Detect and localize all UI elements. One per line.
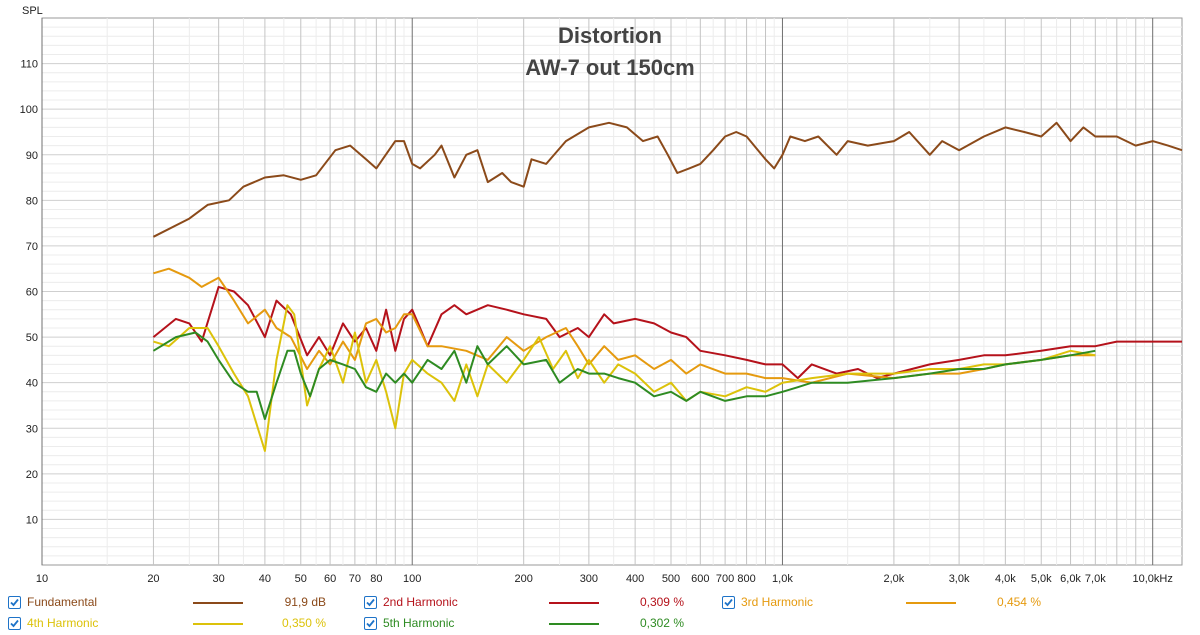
x-tick-label: 7,0k [1085,573,1106,585]
x-tick-label: 10,0kHz [1133,573,1173,585]
x-tick-label: 3,0k [949,573,970,585]
x-tick-label: 2,0k [884,573,905,585]
x-tick-label: 400 [626,573,644,585]
legend-label: Fundamental [27,595,98,609]
checkbox-checked-icon[interactable] [8,616,21,630]
legend-value: 91,9 dB [284,595,326,609]
x-tick-label: 200 [514,573,532,585]
x-tick-label: 60 [324,573,336,585]
legend-swatch-5th-harmonic [549,623,599,625]
legend-item-3rd-harmonic[interactable]: 3rd Harmonic [722,592,813,612]
y-tick-label: 80 [26,195,38,207]
x-tick-label: 800 [737,573,755,585]
series-line-fundamental [152,121,1183,238]
legend-swatch-2nd-harmonic [549,602,599,604]
x-axis-tick-labels: 10 20 30 40 50 60 70 80 100 200 300 400 500 600 700 800… [36,573,1173,585]
y-tick-label: 60 [26,287,38,299]
y-tick-label: 110 [20,59,38,71]
x-tick-label: 10 [36,573,48,585]
distortion-chart: 10 20 30 40 50 60 70 80 90 100 110 10 20 30 40 50 60 70 8… [20,5,1183,585]
legend-value: 0,309 % [639,595,684,609]
x-tick-label: 6,0k [1060,573,1081,585]
x-tick-label: 4,0k [995,573,1016,585]
legend: Fundamental 91,9 dB 2nd Harmonic 0,309 %… [0,592,1200,635]
y-axis-label: SPL [22,5,43,17]
legend-swatch-4th-harmonic [193,623,243,625]
legend-value: 0,454 % [996,595,1041,609]
checkbox-checked-icon[interactable] [8,595,21,609]
checkbox-checked-icon[interactable] [364,616,377,630]
x-tick-label: 40 [259,573,271,585]
legend-swatch-3rd-harmonic [906,602,956,604]
series-line-4th-harmonic [153,304,1096,452]
y-tick-label: 50 [26,332,38,344]
y-tick-label: 30 [26,423,38,435]
checkbox-checked-icon[interactable] [722,595,735,609]
x-tick-label: 600 [691,573,709,585]
x-tick-label: 50 [295,573,307,585]
legend-item-2nd-harmonic[interactable]: 2nd Harmonic [364,592,458,612]
chart-subtitle: AW-7 out 150cm [525,55,695,80]
series-line-3rd-harmonic [153,267,1096,384]
y-tick-label: 20 [26,469,38,481]
series-lines [152,121,1183,452]
chart-grid [41,17,1183,566]
x-tick-label: 700 [716,573,734,585]
y-axis-tick-labels: 10 20 30 40 50 60 70 80 90 100 110 [20,59,38,527]
legend-swatch-fundamental [193,602,243,604]
x-tick-label: 30 [213,573,225,585]
y-tick-label: 90 [26,150,38,162]
chart-title: Distortion [558,23,662,48]
legend-label: 4th Harmonic [27,616,99,630]
x-tick-label: 70 [349,573,361,585]
x-tick-label: 1,0k [772,573,793,585]
checkbox-checked-icon[interactable] [364,595,377,609]
legend-value: 0,350 % [281,616,326,630]
legend-label: 3rd Harmonic [741,595,814,609]
legend-label: 5th Harmonic [383,616,455,630]
legend-item-fundamental[interactable]: Fundamental [8,592,97,612]
x-tick-label: 20 [147,573,159,585]
x-tick-label: 5,0k [1031,573,1052,585]
x-tick-label: 80 [370,573,382,585]
y-tick-label: 40 [26,378,38,390]
legend-item-5th-harmonic[interactable]: 5th Harmonic [364,613,454,633]
legend-value: 0,302 % [639,616,684,630]
y-tick-label: 100 [20,104,38,116]
legend-label: 2nd Harmonic [383,595,458,609]
legend-item-4th-harmonic[interactable]: 4th Harmonic [8,613,98,633]
x-tick-label: 500 [662,573,680,585]
x-tick-label: 100 [403,573,421,585]
y-tick-label: 70 [26,241,38,253]
x-tick-label: 300 [580,573,598,585]
series-line-5th-harmonic [152,331,1096,421]
y-tick-label: 10 [26,514,38,526]
